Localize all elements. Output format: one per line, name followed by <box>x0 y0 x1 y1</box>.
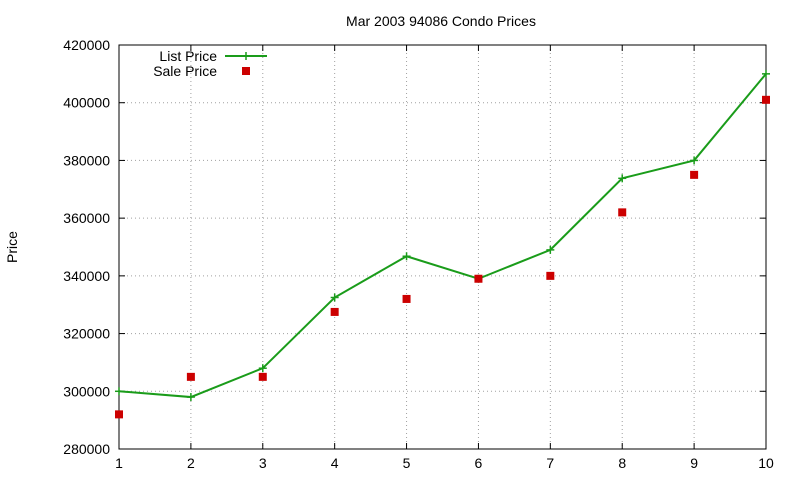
list-price-point <box>402 252 411 261</box>
list-price-point <box>546 245 555 254</box>
x-tick-label: 4 <box>331 455 339 471</box>
list-price-point <box>186 393 195 402</box>
x-tick-label: 9 <box>690 455 698 471</box>
x-tick-label: 7 <box>546 455 554 471</box>
grid <box>119 45 766 449</box>
series-line-list-price <box>118 73 767 399</box>
x-tick-label: 1 <box>115 455 123 471</box>
legend-label: List Price <box>159 48 217 64</box>
sale-price-point <box>618 208 627 217</box>
x-tick-label: 8 <box>618 455 626 471</box>
list-price-point <box>618 174 627 183</box>
y-tick-label: 400000 <box>63 95 110 111</box>
sale-price-point <box>690 170 699 179</box>
legend-square-marker <box>242 67 250 75</box>
y-tick-label: 420000 <box>63 37 110 53</box>
x-tick-label: 2 <box>187 455 195 471</box>
sale-price-point <box>546 271 555 280</box>
y-tick-label: 380000 <box>63 152 110 168</box>
axes: 1 2 3 4 5 6 7 8 9 10 280000 300000 320000 340000 36000… <box>63 37 774 471</box>
sale-price-point <box>762 95 770 104</box>
series-layer <box>115 69 770 419</box>
y-tick-label: 280000 <box>63 441 110 457</box>
chart-title: Mar 2003 94086 Condo Prices <box>346 13 536 29</box>
sale-price-point <box>474 274 483 283</box>
x-tick-label: 6 <box>475 455 483 471</box>
list-price-point <box>762 69 770 78</box>
sale-price-point <box>186 372 195 381</box>
x-tick-label: 5 <box>403 455 411 471</box>
x-tick-label: 3 <box>259 455 267 471</box>
list-price-point <box>115 387 123 396</box>
plot-frame <box>118 44 767 450</box>
y-tick-label: 300000 <box>63 383 110 399</box>
y-tick-label: 340000 <box>63 268 110 284</box>
list-price-point <box>690 156 699 165</box>
sale-price-point <box>402 294 411 303</box>
sale-price-point <box>330 307 339 316</box>
y-tick-label: 360000 <box>63 210 110 226</box>
sale-price-point <box>258 372 267 381</box>
list-price-point <box>330 293 339 302</box>
y-axis-label: Price <box>4 231 20 263</box>
legend-plus-marker <box>242 52 250 60</box>
list-price-point <box>258 364 267 373</box>
sale-price-point <box>115 410 123 419</box>
legend-label: Sale Price <box>153 63 217 79</box>
x-tick-label: 10 <box>758 455 774 471</box>
y-tick-label: 320000 <box>63 326 110 342</box>
